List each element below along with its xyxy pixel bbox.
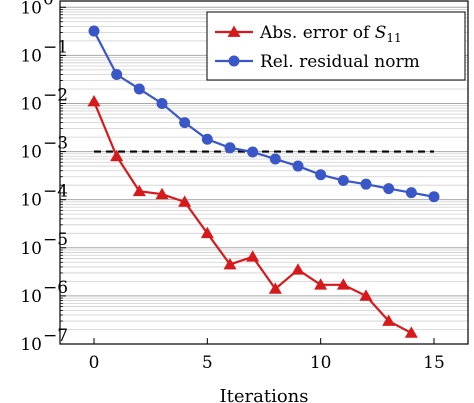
data-point	[360, 178, 372, 190]
data-point	[405, 187, 417, 199]
data-point	[200, 226, 214, 239]
y-tick-label: 10	[20, 0, 42, 18]
series-abs-error-s11	[87, 94, 418, 338]
data-point	[404, 326, 418, 338]
data-point	[246, 250, 260, 262]
y-tick-exponent: −6	[43, 278, 68, 298]
y-tick-label: 10	[20, 239, 42, 259]
y-tick-exponent: −5	[43, 230, 68, 250]
y-tick-label: 10	[20, 94, 42, 114]
axis-ticks	[60, 6, 435, 345]
data-point	[132, 184, 146, 197]
x-tick-label: 0	[89, 353, 100, 373]
data-point	[155, 187, 169, 200]
series-layer	[87, 25, 440, 338]
series-line	[93, 30, 435, 198]
series-rel-residual-norm	[88, 25, 440, 203]
x-tick-label: 5	[202, 353, 213, 373]
legend-marker	[228, 55, 240, 67]
y-tick-label: 10	[20, 46, 42, 66]
data-point	[359, 289, 373, 301]
y-tick-exponent: −7	[43, 326, 68, 346]
data-point	[247, 146, 259, 158]
y-tick-exponent: −2	[43, 85, 68, 105]
y-tick-exponent: −1	[43, 37, 68, 57]
data-point	[156, 97, 168, 109]
data-point	[178, 195, 192, 207]
data-point	[223, 257, 237, 270]
data-point	[88, 25, 100, 37]
y-tick-label: 10	[20, 287, 42, 307]
data-point	[382, 314, 396, 326]
y-tick-label: 10	[20, 335, 42, 355]
data-point	[269, 153, 281, 165]
y-tick-label: 10	[20, 143, 42, 163]
x-tick-label: 15	[423, 353, 445, 373]
y-tick-exponent: −3	[43, 134, 68, 154]
data-point	[314, 278, 328, 290]
data-point	[179, 117, 191, 129]
legend: Abs. error of S11 Rel. residual norm	[206, 11, 466, 81]
data-point	[133, 83, 145, 95]
data-point	[315, 169, 327, 181]
legend-box	[206, 11, 466, 81]
data-point	[292, 160, 304, 172]
data-point	[224, 142, 236, 154]
data-point	[87, 94, 101, 107]
data-point	[428, 191, 440, 203]
legend-label: Rel. residual norm	[260, 52, 420, 72]
data-point	[201, 133, 213, 145]
data-point	[291, 263, 305, 275]
data-point	[337, 175, 349, 187]
data-point	[110, 149, 124, 162]
data-point	[383, 183, 395, 195]
x-tick-label: 10	[310, 353, 332, 373]
data-point	[111, 69, 123, 81]
data-point	[336, 278, 350, 290]
data-point	[268, 282, 282, 294]
x-axis-label: Iterations	[220, 386, 309, 403]
plot-frame	[59, 0, 469, 345]
legend-marker	[227, 25, 241, 37]
y-tick-exponent: −4	[43, 182, 68, 202]
y-tick-label: 10	[20, 191, 42, 211]
legend-label: Abs. error of S11	[259, 23, 402, 45]
y-tick-exponent: 0	[43, 0, 54, 9]
